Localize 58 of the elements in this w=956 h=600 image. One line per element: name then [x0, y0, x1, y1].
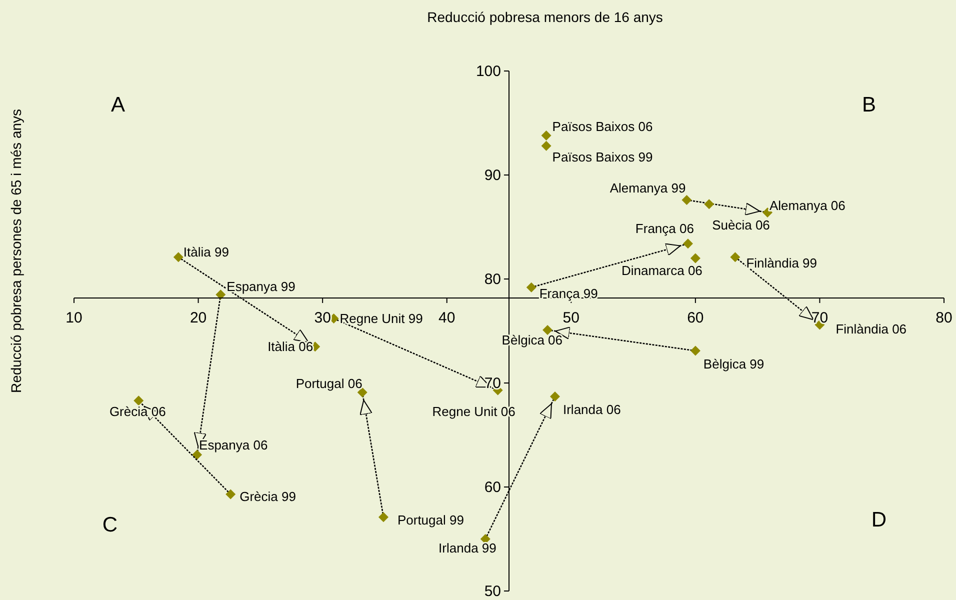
annotation: França 06	[635, 221, 694, 236]
point	[480, 534, 490, 544]
x-tick-label: 10	[66, 310, 82, 326]
annotation: França 99	[539, 286, 598, 301]
y-tick-label: 50	[484, 582, 501, 600]
annotation: A	[110, 93, 126, 116]
annotation: Portugal 99	[397, 512, 464, 528]
annotation: Alemanya 06	[770, 198, 846, 213]
x-tick-label: 30	[314, 310, 331, 326]
point	[550, 392, 560, 402]
point	[526, 282, 536, 292]
point	[541, 140, 552, 151]
point	[541, 130, 552, 140]
y-tick-label: 80	[484, 270, 501, 288]
point	[690, 346, 700, 356]
annotation: Espanya 99	[226, 279, 296, 294]
annotation: Portugal 06	[296, 376, 362, 391]
y-tick-label: 60	[484, 478, 501, 496]
y-tick-label: 100	[476, 62, 501, 80]
x-tick-label: 40	[438, 310, 456, 326]
annotation: Alemanya 99	[610, 180, 686, 196]
annotation: Dinamarca 06	[621, 262, 702, 278]
point	[542, 324, 553, 335]
annotation: Espanya 06	[199, 437, 268, 452]
x-tick-label: 70	[811, 310, 828, 326]
annotation: Irlanda 99	[438, 540, 496, 556]
x-tick-label: 80	[936, 310, 952, 326]
annotation: Regne Unit 99	[340, 311, 423, 326]
annotation: Països Baixos 06	[552, 119, 653, 134]
annotation: Itàlia 06	[268, 339, 314, 354]
y-axis-title: Reducció pobresa persones de 65 i més anys	[8, 108, 24, 394]
annotation: Finlàndia 99	[746, 256, 818, 271]
annotation: Irlanda 06	[562, 402, 621, 418]
annotation: Grècia 99	[240, 488, 296, 504]
annotation: Itàlia 99	[183, 244, 229, 260]
x-tick-label: 50	[562, 310, 580, 326]
point	[378, 512, 388, 522]
x-tick-label: 60	[687, 310, 704, 326]
point	[682, 238, 693, 249]
annotation: Suècia 06	[712, 218, 770, 233]
point	[690, 253, 700, 264]
x-axis-title: Reducció pobresa menors de 16 anys	[427, 9, 663, 25]
annotation: C	[102, 513, 118, 536]
point	[226, 489, 236, 500]
annotation: Bèlgica 99	[703, 356, 764, 372]
point	[216, 290, 226, 300]
point	[730, 252, 740, 262]
y-tick-label: 90	[484, 166, 501, 184]
point	[357, 387, 368, 398]
x-tick-label: 20	[190, 310, 207, 326]
annotation: B	[862, 93, 876, 116]
point	[173, 252, 184, 262]
annotation: D	[871, 508, 887, 532]
point	[704, 199, 714, 210]
annotation: Països Baixos 99	[552, 149, 653, 164]
point	[682, 194, 692, 205]
annotation: Finlàndia 06	[836, 321, 907, 336]
point	[134, 396, 144, 406]
